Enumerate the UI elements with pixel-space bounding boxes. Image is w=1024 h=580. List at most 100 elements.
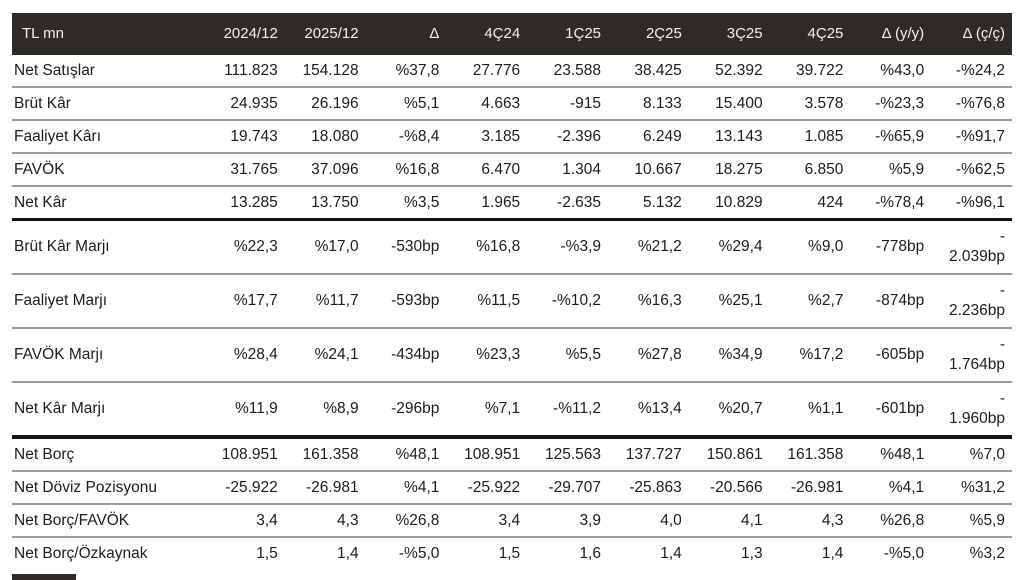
row-label: Net Satışlar: [14, 61, 95, 79]
cell-value: 24.935: [230, 94, 278, 112]
cell-value: %22,3: [233, 238, 278, 256]
table-row: Brüt Kâr 24.935 26.196 %5,1 4.663 -915 8.133 15…: [12, 88, 1012, 121]
cell-value: -25.922: [467, 478, 521, 496]
cell-value: 137.727: [625, 445, 682, 463]
cell-value: %21,2: [637, 238, 682, 256]
cell-value: - 1.764bp: [948, 336, 1005, 373]
cell-value: 6.249: [643, 127, 682, 145]
column-header: 4Ç25: [807, 25, 844, 43]
cell-value: 13.285: [230, 193, 278, 211]
cell-value: 1,3: [741, 544, 763, 562]
cell-value: 13.143: [715, 127, 763, 145]
cell-value: %8,9: [323, 400, 359, 418]
table-row: Net Satışlar 111.823 154.128 %37,8 27.776 23.…: [12, 55, 1012, 88]
cell-value: %37,8: [395, 61, 440, 79]
table-header-row: TL mn 2024/12 2025/12 Δ 4Ç24 1Ç25 2Ç25 3…: [12, 13, 1012, 55]
table-row: Faaliyet Kârı 19.743 18.080 -%8,4 3.185 -2.39…: [12, 121, 1012, 154]
row-label: Faaliyet Marjı: [14, 292, 108, 310]
cell-value: - 2.236bp: [948, 282, 1005, 319]
cell-value: 52.392: [715, 61, 763, 79]
cell-value: %26,8: [395, 511, 440, 529]
cell-value: 1,5: [256, 544, 278, 562]
row-label: Net Borç/Özkaynak: [14, 544, 148, 562]
cell-value: -%24,2: [955, 61, 1005, 79]
financial-summary-table: TL mn 2024/12 2025/12 Δ 4Ç24 1Ç25 2Ç25 3…: [12, 13, 1012, 569]
cell-value: 19.743: [230, 127, 278, 145]
cell-value: -434bp: [391, 346, 440, 364]
cell-value: -26.981: [306, 478, 359, 496]
row-label: Net Borç/FAVÖK: [14, 511, 130, 529]
cell-value: -915: [569, 94, 601, 112]
cell-value: -%5,0: [398, 544, 440, 562]
cell-value: %11,7: [315, 292, 359, 310]
table-row: FAVÖK Marjı %28,4 %24,1 -434bp %23,3 %5,5 %27,…: [12, 329, 1012, 383]
cell-value: 15.400: [715, 94, 763, 112]
cell-value: %16,8: [476, 238, 521, 256]
cell-value: %13,4: [637, 400, 682, 418]
cell-value: -%23,3: [875, 94, 925, 112]
cell-value: 4.663: [481, 94, 521, 112]
cell-value: -601bp: [875, 400, 925, 418]
cell-value: %5,9: [969, 511, 1005, 529]
cell-value: 39.722: [795, 61, 844, 79]
table-row: Net Borç/FAVÖK 3,4 4,3 %26,8 3,4 3,9 4,0 4,1 4,3…: [12, 505, 1012, 538]
table-body: Net Satışlar 111.823 154.128 %37,8 27.776 23.…: [12, 55, 1012, 569]
cell-value: -%3,9: [560, 238, 602, 256]
cell-value: -874bp: [875, 292, 925, 310]
cell-value: 1,4: [660, 544, 682, 562]
cell-value: 6.850: [804, 160, 844, 178]
cell-value: 13.750: [311, 193, 359, 211]
cell-value: 3.185: [481, 127, 521, 145]
cell-value: 111.823: [224, 61, 278, 79]
row-label: Brüt Kâr: [14, 94, 71, 112]
table-row: Net Kâr 13.285 13.750 %3,5 1.965 -2.635 5.132 1…: [12, 187, 1012, 221]
cell-value: 1.085: [804, 127, 844, 145]
cell-value: -2.635: [557, 193, 601, 211]
cell-value: -%91,7: [955, 127, 1005, 145]
cell-value: 23.588: [553, 61, 601, 79]
cell-value: 8.133: [643, 94, 682, 112]
cell-value: %25,1: [718, 292, 763, 310]
table-row: FAVÖK 31.765 37.096 %16,8 6.470 1.304 10.667 18…: [12, 154, 1012, 187]
cell-value: 6.470: [481, 160, 521, 178]
cell-value: %3,5: [404, 193, 440, 211]
cell-value: 4,0: [660, 511, 682, 529]
cell-value: %4,1: [888, 478, 925, 496]
cell-value: -605bp: [875, 346, 925, 364]
table-row: Faaliyet Marjı %17,7 %11,7 -593bp %11,5 -%10,…: [12, 275, 1012, 329]
cell-value: 18.275: [715, 160, 763, 178]
cell-value: %11,5: [477, 292, 521, 310]
cell-value: -778bp: [875, 238, 925, 256]
cell-value: -296bp: [391, 400, 440, 418]
cell-value: -29.707: [548, 478, 601, 496]
table-row: Net Borç 108.951 161.358 %48,1 108.951 125.56…: [12, 439, 1012, 472]
cell-value: %23,3: [476, 346, 521, 364]
cell-value: %48,1: [395, 445, 440, 463]
cell-value: 1,4: [337, 544, 359, 562]
cell-value: 27.776: [472, 61, 521, 79]
cell-value: -20.566: [710, 478, 763, 496]
cell-value: -25.863: [629, 478, 682, 496]
cell-value: -25.922: [225, 478, 278, 496]
cell-value: 3,4: [498, 511, 521, 529]
cell-value: %1,1: [808, 400, 844, 418]
cell-value: %24,1: [314, 346, 359, 364]
cell-value: %9,0: [808, 238, 844, 256]
cell-value: -%76,8: [955, 94, 1005, 112]
cell-value: %43,0: [880, 61, 925, 79]
cell-value: %16,3: [637, 292, 682, 310]
cell-value: 1.304: [562, 160, 601, 178]
row-label: Net Borç: [14, 445, 75, 463]
column-header: Δ (ç/ç): [962, 25, 1005, 43]
cell-value: %34,9: [718, 346, 763, 364]
cell-value: %4,1: [404, 478, 440, 496]
cell-value: -%8,4: [398, 127, 440, 145]
cropped-next-section-header-fragment: [12, 574, 76, 580]
cell-value: %5,1: [404, 94, 440, 112]
cell-value: -26.981: [790, 478, 844, 496]
cell-value: 38.425: [634, 61, 682, 79]
cell-value: 4,3: [821, 511, 844, 529]
row-label: Net Kâr Marjı: [14, 400, 106, 418]
cell-value: 424: [817, 193, 844, 211]
cell-value: 3.578: [804, 94, 844, 112]
